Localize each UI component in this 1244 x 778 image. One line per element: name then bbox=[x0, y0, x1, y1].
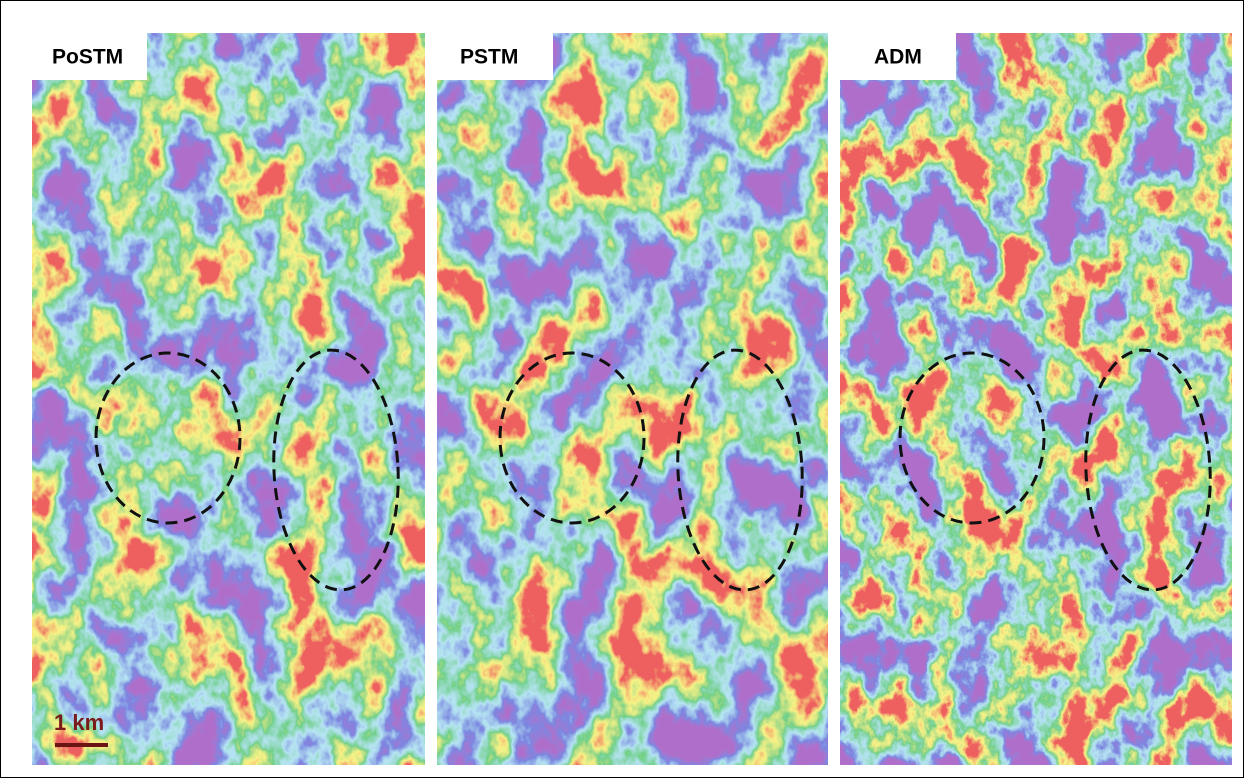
attribute-map bbox=[32, 33, 425, 765]
attribute-map bbox=[437, 33, 828, 765]
panel-label: PoSTM bbox=[52, 46, 123, 69]
scale-label: 1 km bbox=[54, 710, 104, 735]
panel: PSTM bbox=[437, 33, 828, 765]
attribute-map bbox=[840, 33, 1232, 765]
panel: ADM bbox=[840, 33, 1232, 765]
panel-label: ADM bbox=[874, 46, 922, 69]
figure: PoSTM 1 km PSTM ADM bbox=[0, 0, 1244, 778]
panel-label: PSTM bbox=[460, 46, 518, 69]
panel: PoSTM 1 km bbox=[32, 33, 425, 765]
